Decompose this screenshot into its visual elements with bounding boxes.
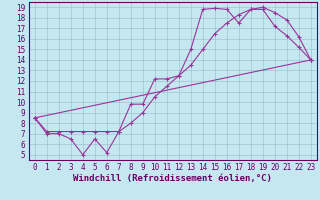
X-axis label: Windchill (Refroidissement éolien,°C): Windchill (Refroidissement éolien,°C) [73, 174, 272, 183]
